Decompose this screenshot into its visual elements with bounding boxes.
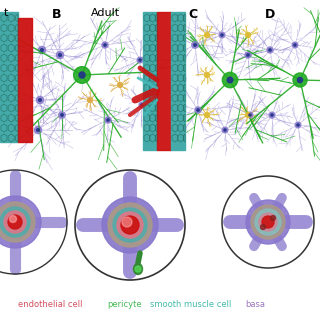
Circle shape [221, 34, 223, 36]
Circle shape [245, 33, 251, 37]
Circle shape [74, 67, 90, 83]
Circle shape [269, 49, 271, 51]
Circle shape [247, 54, 249, 56]
Circle shape [104, 44, 106, 46]
Circle shape [59, 112, 65, 118]
Circle shape [113, 208, 147, 242]
Text: B: B [52, 8, 61, 21]
Text: t: t [4, 8, 8, 18]
Circle shape [122, 217, 132, 227]
Circle shape [247, 112, 253, 118]
Circle shape [107, 119, 109, 121]
Circle shape [108, 203, 152, 247]
Circle shape [270, 215, 276, 220]
Bar [0, 12, 18, 142]
Circle shape [246, 200, 290, 244]
Circle shape [36, 129, 39, 132]
Circle shape [260, 225, 266, 229]
Circle shape [0, 202, 35, 242]
Circle shape [8, 215, 22, 229]
Circle shape [56, 52, 64, 59]
Circle shape [0, 171, 66, 273]
Circle shape [141, 104, 143, 106]
Bar [143, 12, 157, 150]
Circle shape [271, 114, 273, 116]
Text: smooth muscle cell: smooth muscle cell [150, 300, 231, 309]
Circle shape [259, 213, 277, 231]
Circle shape [262, 216, 274, 228]
Circle shape [292, 42, 298, 48]
Circle shape [192, 42, 198, 48]
Circle shape [87, 98, 92, 102]
Circle shape [293, 73, 307, 87]
Text: D: D [265, 8, 275, 21]
Circle shape [204, 73, 210, 77]
Text: Adult: Adult [91, 8, 120, 18]
Circle shape [223, 177, 313, 267]
Circle shape [267, 47, 273, 53]
Circle shape [222, 72, 238, 88]
Circle shape [59, 53, 61, 56]
Circle shape [224, 129, 226, 131]
Circle shape [219, 32, 225, 38]
Circle shape [195, 107, 201, 113]
Text: basa: basa [245, 300, 265, 309]
Text: C: C [188, 8, 197, 21]
Circle shape [297, 124, 299, 126]
Circle shape [4, 211, 26, 233]
Circle shape [204, 33, 210, 37]
Circle shape [139, 102, 145, 108]
Bar [157, 12, 171, 150]
Circle shape [76, 171, 184, 279]
Circle shape [245, 52, 251, 58]
Text: endothelial cell: endothelial cell [18, 300, 83, 309]
Circle shape [245, 113, 251, 117]
Circle shape [251, 205, 285, 239]
Circle shape [137, 57, 143, 63]
Circle shape [38, 46, 46, 53]
Ellipse shape [133, 263, 142, 275]
Circle shape [117, 212, 143, 238]
Circle shape [135, 266, 141, 272]
Circle shape [102, 197, 158, 253]
Bar [171, 12, 185, 150]
Circle shape [61, 114, 63, 116]
Circle shape [197, 109, 199, 111]
Circle shape [294, 44, 296, 46]
Circle shape [222, 127, 228, 133]
Bar [18, 18, 32, 142]
Circle shape [249, 114, 251, 116]
Circle shape [269, 112, 275, 118]
Circle shape [36, 96, 44, 104]
Circle shape [255, 209, 281, 235]
Text: pericyte: pericyte [107, 300, 142, 309]
Circle shape [35, 126, 42, 134]
Circle shape [227, 77, 233, 83]
Circle shape [295, 122, 301, 128]
Circle shape [194, 44, 196, 46]
Circle shape [79, 72, 85, 78]
Circle shape [139, 59, 141, 61]
Circle shape [0, 196, 41, 248]
Circle shape [102, 42, 108, 48]
Circle shape [204, 113, 210, 117]
Circle shape [10, 215, 17, 222]
Circle shape [121, 216, 139, 234]
Circle shape [39, 99, 41, 101]
Circle shape [0, 207, 30, 237]
Circle shape [298, 77, 303, 83]
Circle shape [105, 117, 111, 123]
Circle shape [117, 83, 123, 87]
Circle shape [41, 49, 44, 52]
